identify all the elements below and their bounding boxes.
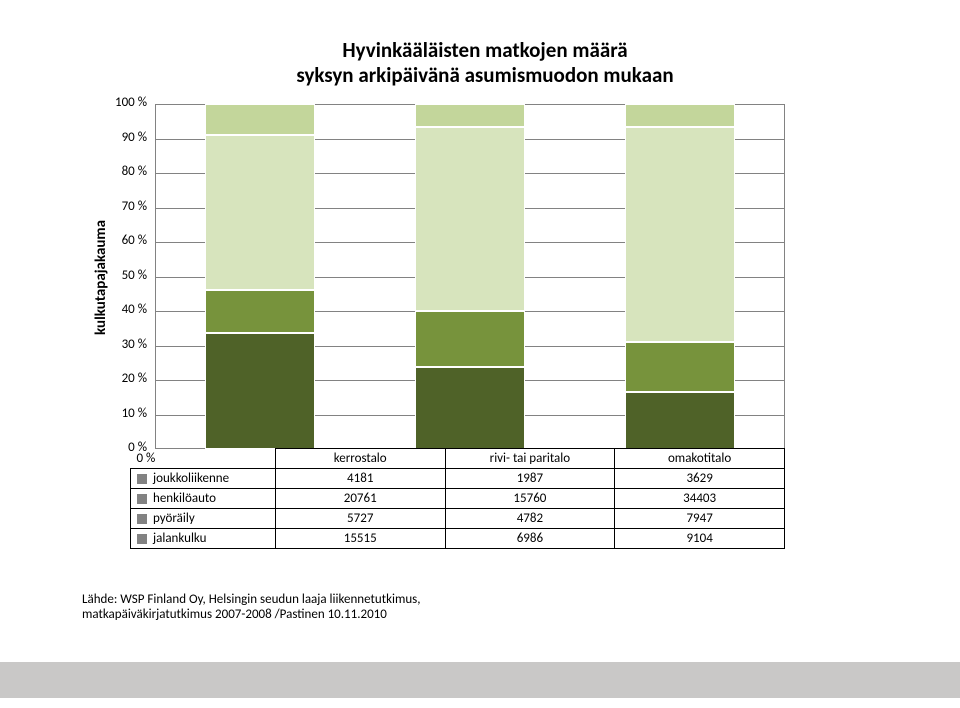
zero-percent-cell: 0 %: [131, 449, 276, 469]
data-cell: 15515: [275, 529, 445, 549]
table-row: pyöräily 572747827947: [131, 509, 785, 529]
y-tick-label: 40 %: [97, 302, 147, 317]
y-tick-label: 100 %: [97, 95, 147, 110]
data-cell: 4782: [445, 509, 615, 529]
source-citation: Lähde: WSP Finland Oy, Helsingin seudun …: [82, 592, 421, 622]
data-cell: 5727: [275, 509, 445, 529]
category-label: rivi- tai paritalo: [445, 449, 615, 469]
bar-segment: [205, 333, 315, 449]
y-tick-label: 80 %: [97, 164, 147, 179]
bar-segment: [625, 104, 735, 127]
chart-title: Hyvinkääläisten matkojen määräsyksyn ark…: [225, 38, 745, 88]
series-label: henkilöauto: [153, 491, 216, 506]
bar-segment: [415, 127, 525, 311]
y-tick-label: 50 %: [97, 268, 147, 283]
category-label: omakotitalo: [615, 449, 785, 469]
series-label: joukkoliikenne: [153, 471, 229, 486]
bar-segment: [205, 104, 315, 135]
stacked-bar: [625, 104, 735, 449]
data-cell: 34403: [615, 489, 785, 509]
data-cell: 9104: [615, 529, 785, 549]
bar-segment: [205, 135, 315, 290]
bar-segment: [625, 342, 735, 392]
data-cell: 6986: [445, 529, 615, 549]
bar-segment: [415, 104, 525, 127]
series-label-cell: pyöräily: [131, 509, 276, 529]
bar-segment: [625, 392, 735, 449]
source-line: Lähde: WSP Finland Oy, Helsingin seudun …: [82, 592, 421, 607]
data-cell: 7947: [615, 509, 785, 529]
legend-swatch-icon: [137, 474, 147, 484]
chart-plot-area: 0 %10 %20 %30 %40 %50 %60 %70 %80 %90 %1…: [155, 104, 785, 449]
series-label: pyöräily: [153, 511, 195, 526]
data-cell: 4181: [275, 469, 445, 489]
stacked-bar: [415, 104, 525, 449]
y-tick-label: 70 %: [97, 199, 147, 214]
bar-segment: [205, 290, 315, 333]
data-cell: 15760: [445, 489, 615, 509]
y-tick-label: 90 %: [97, 130, 147, 145]
bar-segment: [415, 367, 525, 449]
bar-segment: [415, 311, 525, 367]
data-cell: 20761: [275, 489, 445, 509]
data-cell: 3629: [615, 469, 785, 489]
table-row: joukkoliikenne 418119873629: [131, 469, 785, 489]
table-row: henkilöauto 207611576034403: [131, 489, 785, 509]
stacked-bar: [205, 104, 315, 449]
legend-swatch-icon: [137, 534, 147, 544]
slide: Hyvinkääläisten matkojen määräsyksyn ark…: [0, 0, 960, 708]
source-line: matkapäiväkirjatutkimus 2007-2008 /Pasti…: [82, 607, 421, 622]
y-tick-label: 10 %: [97, 406, 147, 421]
series-label: jalankulku: [153, 531, 207, 546]
data-table: 0 %kerrostalorivi- tai paritaloomakotita…: [130, 448, 785, 549]
legend-swatch-icon: [137, 514, 147, 524]
y-tick-label: 60 %: [97, 233, 147, 248]
legend-swatch-icon: [137, 494, 147, 504]
y-tick-label: 30 %: [97, 337, 147, 352]
table-row: jalankulku 1551569869104: [131, 529, 785, 549]
title-line: Hyvinkääläisten matkojen määrä: [225, 38, 745, 63]
footer-band: [0, 662, 960, 698]
series-label-cell: jalankulku: [131, 529, 276, 549]
title-line: syksyn arkipäivänä asumismuodon mukaan: [225, 63, 745, 88]
series-label-cell: joukkoliikenne: [131, 469, 276, 489]
table-header-row: 0 %kerrostalorivi- tai paritaloomakotita…: [131, 449, 785, 469]
data-cell: 1987: [445, 469, 615, 489]
series-label-cell: henkilöauto: [131, 489, 276, 509]
y-tick-label: 20 %: [97, 371, 147, 386]
bar-segment: [625, 127, 735, 342]
category-label: kerrostalo: [275, 449, 445, 469]
